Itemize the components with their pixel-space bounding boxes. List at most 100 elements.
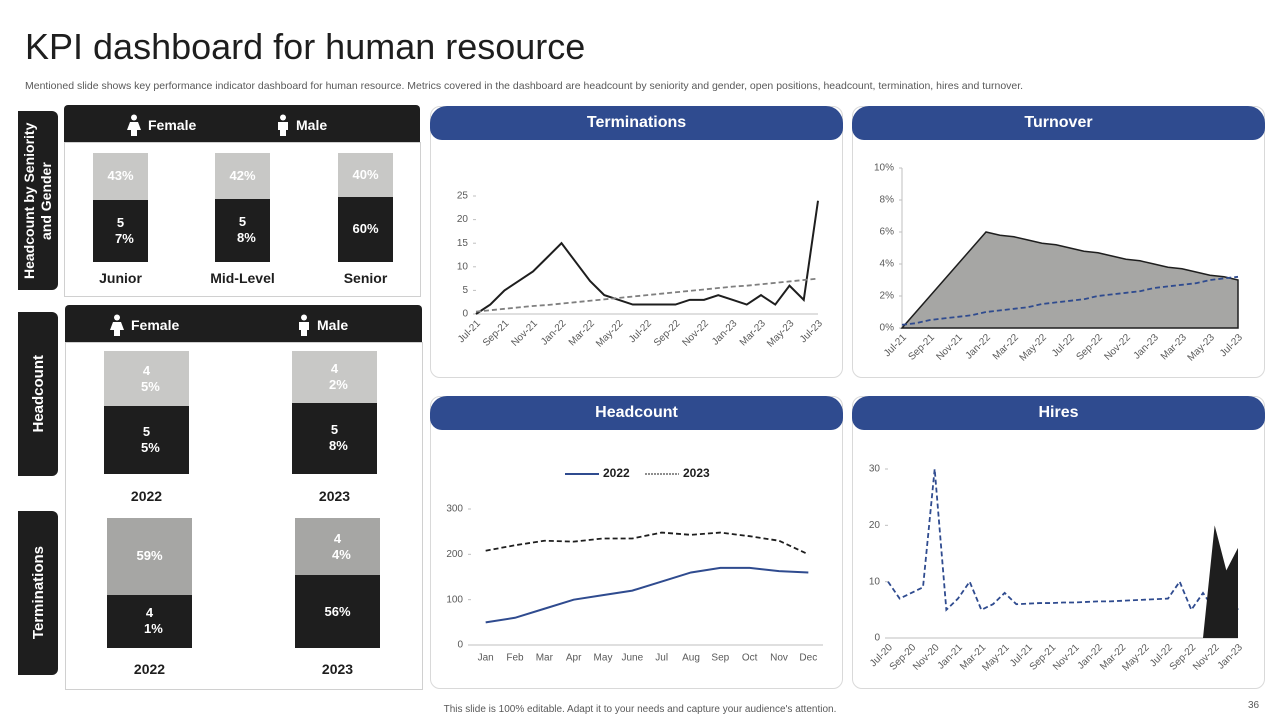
line	[887, 468, 1239, 612]
category-label: Mid-Level	[210, 270, 275, 286]
area	[1203, 525, 1238, 638]
value-label: 42%	[229, 167, 256, 183]
value-label: 44%	[332, 530, 351, 562]
value-label: 40%	[352, 166, 379, 182]
value-label: 55%	[141, 424, 160, 456]
x-tick-label: Oct	[742, 653, 758, 664]
bar-segment: 41%	[107, 594, 192, 648]
page-number: 36	[1248, 700, 1260, 711]
legend-item: Male	[297, 314, 348, 336]
y-tick-label: 20	[869, 520, 881, 531]
area	[900, 231, 1239, 329]
y-tick-label: 20	[457, 214, 469, 225]
x-tick-label: Apr	[566, 653, 582, 664]
subtitle: Mentioned slide shows key performance in…	[25, 80, 1024, 92]
panel-title: Hires	[852, 396, 1265, 430]
panel: Headcount	[430, 396, 843, 689]
x-tick-label: Dec	[799, 653, 817, 664]
panel-title: Headcount	[430, 396, 843, 430]
x-tick-label: May-22	[594, 318, 626, 350]
y-tick-label: 200	[446, 549, 463, 560]
x-tick-label: Jul-21	[456, 318, 483, 345]
y-tick-label: 30	[869, 464, 881, 475]
bar-segment: 42%	[215, 153, 270, 199]
line	[475, 277, 819, 313]
category-label: 2022	[133, 661, 166, 677]
x-tick-label: Jul-23	[798, 318, 825, 345]
value-label: 41%	[144, 605, 163, 637]
y-tick-label: 0	[457, 640, 463, 651]
y-tick-label: 0%	[880, 323, 895, 334]
legend-label: Female	[148, 117, 197, 133]
x-tick-label: Jul-22	[627, 318, 654, 345]
y-tick-label: 15	[457, 238, 469, 249]
x-tick-label: Sep-22	[1074, 332, 1105, 363]
legend-item: Female	[109, 314, 179, 336]
x-tick-label: Mar	[536, 653, 554, 664]
line	[901, 275, 1239, 326]
x-tick-label: Mar-22	[567, 318, 597, 348]
male-icon	[278, 114, 288, 136]
legend-bar: Female Male	[65, 305, 422, 342]
category-label: 2022	[130, 488, 163, 504]
panel: Turnover	[852, 106, 1265, 378]
value-label: 42%	[329, 360, 348, 392]
x-tick-label: Mar-23	[1159, 332, 1189, 362]
x-tick-label: Sep	[711, 653, 729, 664]
side-label: Headcount by Seniority and Gender	[18, 111, 58, 290]
legend-label: 2022	[603, 466, 630, 480]
bar-segment: 56%	[295, 575, 380, 648]
y-tick-label: 100	[446, 594, 463, 605]
y-tick-label: 10	[457, 261, 469, 272]
bar-segment: 42%	[292, 351, 377, 403]
x-tick-label: May-23	[765, 318, 797, 350]
bar-segment: 45%	[104, 351, 189, 407]
y-tick-label: 300	[446, 504, 463, 515]
x-tick-label: Nov-21	[509, 318, 540, 349]
x-tick-label: Jan-23	[710, 318, 740, 348]
y-tick-label: 0	[874, 633, 880, 644]
x-tick-label: Nov-22	[680, 318, 711, 349]
y-tick-label: 2%	[880, 291, 895, 302]
legend-label: 2023	[683, 466, 710, 480]
x-tick-label: Jan-22	[539, 318, 569, 348]
x-tick-label: May	[594, 653, 613, 664]
bar-segment: 43%	[93, 153, 148, 200]
side-label: Terminations	[18, 511, 58, 675]
line	[485, 531, 809, 556]
bar-segment: 58%	[292, 402, 377, 474]
x-tick-label: Sep-22	[652, 318, 683, 349]
footer: This slide is 100% editable. Adapt it to…	[443, 704, 837, 715]
legend-label: Female	[131, 317, 180, 333]
y-tick-label: 10%	[874, 163, 894, 174]
bar-segment: 58%	[215, 198, 270, 262]
x-tick-label: Mar-22	[991, 332, 1021, 362]
x-tick-label: Nov-22	[1102, 332, 1133, 363]
male-icon	[299, 314, 309, 336]
x-tick-label: Jan-22	[964, 332, 994, 362]
bar-segment: 57%	[93, 199, 148, 262]
x-tick-label: Feb	[506, 653, 524, 664]
x-tick-label: June	[621, 653, 643, 664]
x-tick-label: Jan	[478, 653, 494, 664]
y-tick-label: 10	[869, 576, 881, 587]
bar-segment: 44%	[295, 518, 380, 576]
value-label: 58%	[237, 214, 256, 246]
x-tick-label: May-21	[980, 642, 1012, 674]
value-label: 60%	[352, 221, 379, 237]
legend-item: Female	[126, 114, 196, 136]
x-tick-label: Mar-23	[738, 318, 768, 348]
value-label: 57%	[115, 214, 134, 246]
slide-title: KPI dashboard for human resource	[25, 26, 586, 67]
side-label: Headcount	[18, 312, 58, 476]
x-tick-label: Sep-21	[906, 332, 937, 363]
panel-title: Turnover	[852, 106, 1265, 140]
x-tick-label: May-23	[1186, 332, 1218, 364]
value-label: 45%	[141, 362, 160, 394]
x-tick-label: Sep-21	[481, 318, 512, 349]
x-tick-label: Aug	[682, 653, 700, 664]
category-label: Junior	[99, 270, 142, 286]
y-tick-label: 0	[462, 309, 468, 320]
legend-item: Male	[276, 114, 327, 136]
y-tick-label: 8%	[880, 195, 895, 206]
